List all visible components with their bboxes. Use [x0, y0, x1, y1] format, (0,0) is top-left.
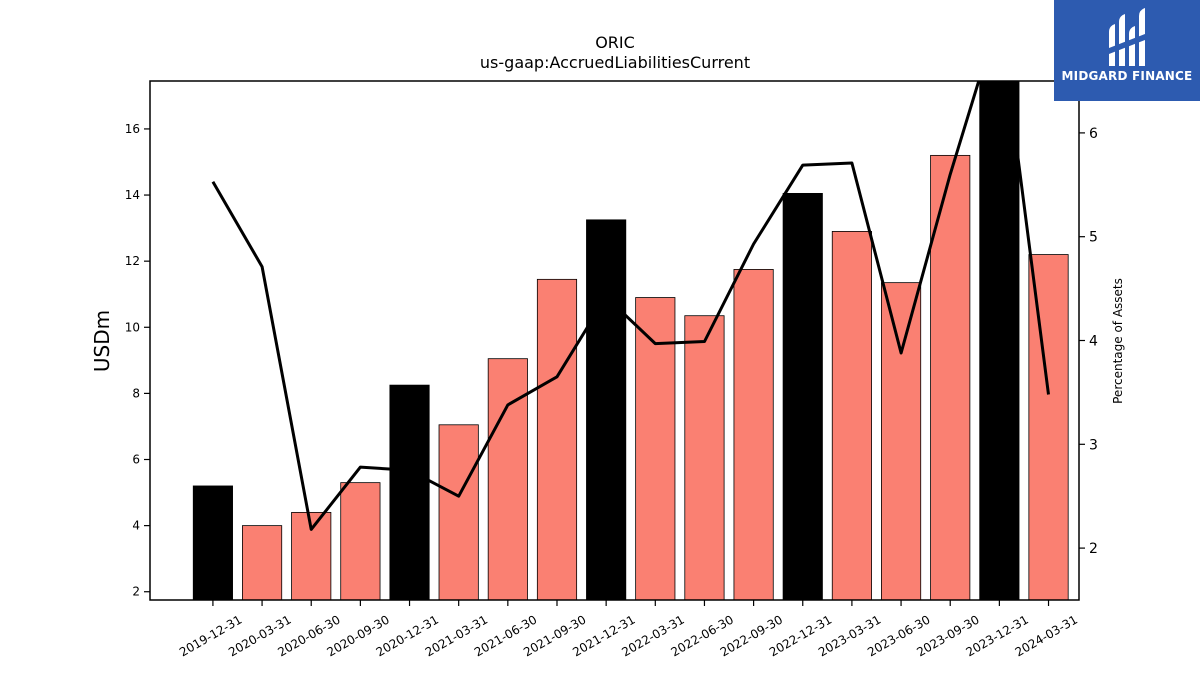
percentage-of-assets-line — [211, 81, 1050, 531]
y-tick-label: 4 — [132, 519, 140, 533]
bar-2023-12-31 — [979, 80, 1020, 601]
bar-2020-03-31 — [242, 525, 283, 601]
bar-2024-03-31 — [1028, 254, 1069, 601]
y2-tick-label: 3 — [1089, 437, 1098, 453]
y-tick-label: 2 — [132, 585, 140, 599]
y2-tick-label: 4 — [1089, 334, 1098, 350]
logo-text: MIDGARD FINANCE — [1061, 69, 1193, 83]
bar-series — [192, 80, 1069, 601]
y-tick-label: 14 — [125, 188, 140, 202]
bar-2020-12-31 — [389, 384, 430, 601]
bar-2022-03-31 — [635, 297, 676, 601]
right-axis-ticks: 2 3 4 5 6 — [1079, 126, 1098, 557]
x-axis-ticks: 2019-12-312020-03-312020-06-302020-09-30… — [177, 600, 1080, 659]
midgard-logo-mark-icon — [1109, 8, 1145, 66]
y-tick-label: 8 — [132, 386, 140, 400]
bar-2021-12-31 — [586, 219, 627, 601]
y-tick-label: 6 — [132, 453, 140, 467]
chart-subtitle: us-gaap:AccruedLiabilitiesCurrent — [480, 53, 750, 72]
y-tick-label: 16 — [125, 122, 140, 136]
y2-tick-label: 5 — [1089, 230, 1098, 246]
midgard-finance-logo: MIDGARD FINANCE — [1054, 0, 1200, 101]
bar-2022-09-30 — [733, 269, 774, 601]
percentage-line-series — [211, 81, 1050, 531]
chart-title: ORIC — [595, 33, 635, 52]
bar-2020-09-30 — [340, 482, 381, 601]
y-axis-label: USDm — [90, 310, 114, 372]
bar-2022-06-30 — [684, 315, 725, 601]
y2-tick-label: 6 — [1089, 126, 1098, 142]
bar-2023-06-30 — [881, 282, 922, 601]
y-tick-label: 10 — [125, 320, 140, 334]
left-axis-ticks: 2 4 6 8 10 12 14 16 — [125, 122, 150, 599]
bar-2019-12-31 — [192, 485, 233, 601]
y-tick-label: 12 — [125, 254, 140, 268]
y2-axis-label: Percentage of Assets — [1111, 278, 1125, 404]
bar-2023-09-30 — [930, 154, 971, 601]
bar-2023-03-31 — [831, 231, 872, 601]
bar-2021-06-30 — [487, 358, 528, 601]
y2-tick-label: 2 — [1089, 541, 1098, 557]
bar-2021-09-30 — [536, 278, 578, 601]
bar-2022-12-31 — [782, 192, 823, 601]
bar-2021-03-31 — [438, 424, 479, 601]
